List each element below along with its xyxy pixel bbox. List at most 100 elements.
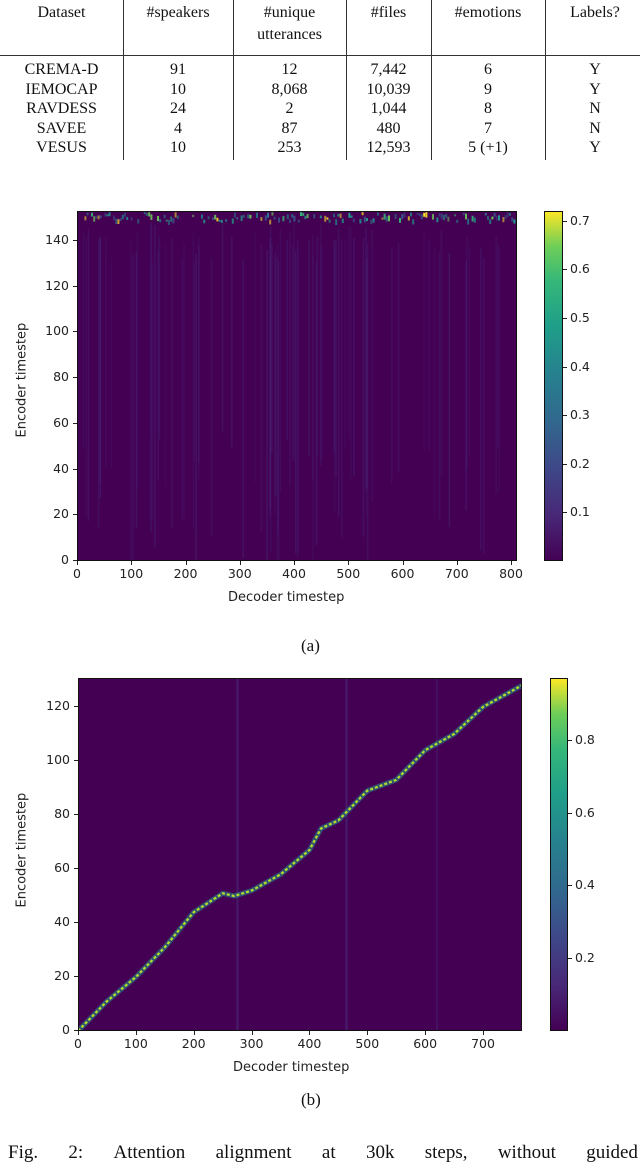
table-divider [346,0,347,160]
colorbar-tick-label: 0.2 [570,455,590,471]
x-tick-label: 200 [173,566,198,581]
x-tick-label: 0 [74,1036,82,1051]
colorbar-tick-mark [563,269,567,271]
table-cell: 10 [170,80,186,98]
y-tick-label: 20 [54,968,70,983]
y-tick-mark [73,514,77,516]
caption-word: Attention [113,1142,186,1163]
table-cell: IEMOCAP [25,80,98,98]
table-cell: RAVDESS [26,100,97,117]
colorbar-tick-mark [568,958,572,960]
x-tick-mark [251,1031,253,1035]
colorbar-tick-label: 0.6 [570,261,590,277]
table-cell: SAVEE [36,119,87,137]
x-axis-label-b: Decoder timestep [233,1060,350,1075]
colorbar-tick-label: 0.6 [575,804,595,820]
y-tick-mark [74,868,78,869]
colorbar-tick-label: 0.8 [575,731,595,747]
x-tick-mark [78,1031,79,1035]
x-tick-label: 100 [119,566,144,581]
y-tick-mark [73,560,77,561]
y-tick-mark [73,285,77,287]
y-tick-mark [74,814,78,815]
table-header-unique-utterances: #unique utterances [233,4,346,44]
x-tick-mark [456,561,458,565]
table-header-files: #files [370,4,407,21]
table-cell: Y [589,61,601,78]
x-tick-mark [367,1031,369,1035]
colorbar-tick-label: 0.5 [570,309,590,325]
y-tick-label: 40 [54,914,70,929]
x-tick-mark [185,561,187,565]
table-cell: 10,039 [366,80,411,98]
colorbar-tick-mark [563,512,567,514]
y-axis-label-b: Encoder timestep [14,792,30,908]
caption-word: 2: [68,1142,84,1163]
x-tick-mark [135,1031,137,1035]
x-tick-mark [193,1031,195,1035]
x-tick-label: 700 [471,1036,495,1051]
table-cell: 7 [484,119,492,137]
table-cell: 7,442 [370,61,407,78]
y-tick-mark [74,706,78,707]
table-cell: 253 [277,139,302,156]
y-tick-label: 20 [53,506,69,522]
plot-frame-b [78,678,522,1031]
x-tick-mark [402,561,404,565]
heatmap-a [77,211,517,561]
colorbar-tick-mark [563,220,567,222]
y-tick-label: 60 [54,860,70,875]
caption-word: guided [586,1142,638,1163]
table-cell: 1,044 [370,100,407,117]
table-cell: 12,593 [366,139,411,156]
y-tick-label: 80 [53,369,69,385]
x-tick-label: 400 [282,566,306,581]
table-cell: 9 [484,80,492,98]
caption-word: without [497,1142,556,1163]
table-cell: 91 [170,61,186,78]
y-tick-label: 40 [53,460,69,476]
table-header-labels: Labels? [570,4,620,21]
x-tick-mark [77,561,78,565]
subfigure-label-b: (b) [301,1090,321,1109]
colorbar-tick-mark [568,739,572,741]
colorbar-tick-mark [563,366,567,368]
table-cell: 12 [281,61,298,78]
table-cell: 24 [170,100,186,117]
table-cell: 87 [281,119,298,137]
caption-word: alignment [215,1142,292,1163]
x-tick-label: 500 [355,1036,380,1051]
table-cell: 2 [285,100,294,117]
colorbar-tick-label: 0.7 [570,212,590,228]
dataset-table: Dataset #speakers #unique utterances #fi… [0,0,640,165]
x-tick-label: 700 [444,566,469,581]
table-cell: 4 [174,119,182,137]
caption-word: steps, [424,1142,468,1163]
y-tick-label: 100 [46,752,70,767]
y-axis-label-a: Encoder timestep [14,322,30,438]
y-tick-label: 80 [54,806,70,821]
colorbar-tick-label: 0.4 [570,358,590,374]
y-tick-label: 60 [53,414,69,430]
heatmap-b [78,678,522,1031]
caption-word: at [321,1142,336,1163]
y-tick-mark [73,422,77,424]
table-cell: 8 [484,100,492,117]
colorbar-a [544,211,563,561]
x-tick-label: 300 [239,1036,264,1051]
table-cell: Y [589,139,601,156]
y-tick-mark [74,922,78,923]
colorbar-tick-label: 0.3 [570,407,590,423]
table-cell: VESUS [36,139,87,156]
subfigure-label-a: (a) [301,636,320,655]
x-tick-label: 400 [297,1036,322,1051]
caption-word: 30k [365,1142,395,1163]
table-cell: 5 (+1) [468,139,508,156]
y-tick-label: 100 [45,323,69,339]
x-tick-mark [309,1031,311,1035]
colorbar-tick-mark [563,317,567,319]
table-header-dataset: Dataset [37,4,86,21]
table-header-line: #unique [263,4,316,21]
x-tick-mark [483,1031,485,1035]
colorbar-tick-mark [563,415,567,417]
